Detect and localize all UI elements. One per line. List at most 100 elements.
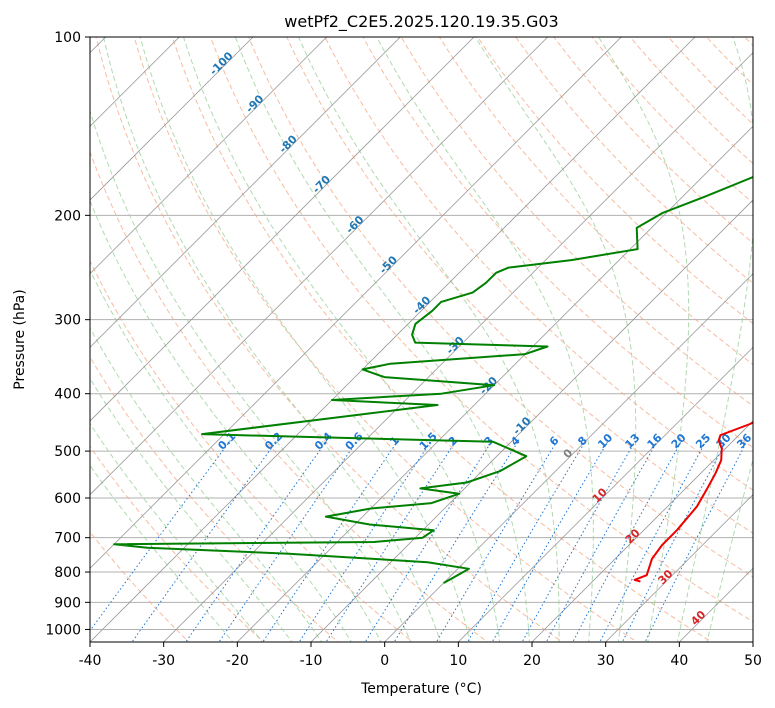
plot-frame — [89, 36, 754, 643]
dry-adiabat-line — [248, 37, 753, 578]
mixing-ratio-line — [521, 440, 637, 642]
moist-adiabat-line — [90, 199, 382, 642]
dry-adiabat-line — [90, 531, 190, 642]
isotherm-line — [90, 37, 254, 201]
x-axis-ticks: -40 -30 -20 -10 0 10 20 30 40 50 — [79, 642, 762, 669]
dry-adiabat-line — [438, 37, 753, 366]
y-tick-label: 1000 — [45, 622, 81, 638]
y-tick-label: 400 — [54, 387, 81, 403]
dry-adiabat-line — [705, 37, 753, 86]
chart-title: wetPf2_C2E5.2025.120.19.35.G03 — [284, 12, 558, 32]
moist-adiabat-line — [102, 37, 441, 642]
moist-adiabat-line — [90, 422, 264, 642]
x-axis-label: Temperature (°C) — [360, 681, 482, 697]
isotherms — [90, 37, 753, 642]
moist-adiabat-line — [597, 37, 690, 642]
isotherm-line — [90, 37, 696, 642]
plot-area: -100-90-80-70-60-50-40-30-20-10010203040… — [90, 24, 775, 645]
line-value-label: 20 — [623, 526, 643, 546]
mixing-ratio-line — [185, 440, 328, 642]
mixing-ratio-line — [393, 440, 520, 642]
isotherm-line — [90, 37, 549, 496]
dry-adiabat-line — [324, 37, 753, 491]
y-tick-label: 100 — [54, 30, 81, 46]
pressure-gridlines — [90, 37, 753, 630]
dry-adiabat-line — [90, 150, 489, 642]
y-tick-label: 200 — [54, 208, 81, 224]
y-axis-label: Pressure (hPa) — [12, 289, 28, 389]
sounding-profiles — [113, 175, 753, 584]
dry-adiabat-line — [477, 37, 753, 325]
dry-adiabat-line — [400, 37, 753, 407]
dry-adiabat-line — [744, 37, 753, 47]
isotherm-line — [457, 346, 753, 642]
dry-adiabat-line — [95, 37, 564, 642]
dry-adiabat-line — [286, 37, 753, 534]
line-value-label: 16 — [645, 431, 665, 451]
x-tick-label: 10 — [449, 653, 467, 669]
moist-adiabat-line — [90, 464, 234, 642]
moist-adiabat-line — [90, 269, 352, 642]
dry-adiabat-line — [629, 37, 753, 165]
isotherm-line — [752, 641, 753, 642]
isotherm-line — [90, 37, 475, 422]
line-value-label: 40 — [688, 608, 708, 628]
dry-adiabat-line — [90, 259, 414, 642]
y-tick-label: 500 — [54, 444, 81, 460]
y-tick-label: 900 — [54, 595, 81, 611]
line-value-label: -90 — [243, 92, 266, 115]
dry-adiabat-line — [171, 37, 713, 642]
dry-adiabat-line — [770, 24, 775, 645]
mixing-ratio-line — [572, 440, 683, 642]
mixing-ratio-line — [131, 440, 278, 642]
y-axis-ticks: 100 200 300 400 500 600 700 800 900 1000 — [45, 30, 90, 638]
y-tick-label: 600 — [54, 491, 81, 507]
dry-adiabat-line — [591, 37, 753, 204]
mixing-ratio-line — [466, 440, 587, 642]
mixing-ratio-line — [364, 440, 493, 642]
moist-adiabat-line — [706, 457, 753, 642]
y-tick-label: 300 — [54, 313, 81, 329]
isotherm-line — [678, 567, 753, 642]
x-tick-label: 40 — [670, 653, 688, 669]
x-tick-label: 20 — [523, 653, 541, 669]
dewpoint-profile-line — [113, 175, 753, 584]
dry-adiabats — [90, 24, 775, 645]
dry-adiabat-line — [362, 37, 753, 449]
line-value-label: 13 — [622, 431, 642, 451]
line-value-label: 10 — [590, 485, 610, 505]
line-value-label: -60 — [343, 213, 366, 236]
moist-adiabats — [90, 37, 753, 642]
isotherm-line — [90, 37, 622, 569]
mixing-ratio-line — [325, 440, 457, 642]
moist-adiabat-line — [182, 37, 501, 642]
mixing-ratio-line — [435, 440, 558, 642]
x-tick-label: -40 — [79, 653, 102, 669]
mixing-ratio-line — [545, 440, 659, 642]
line-value-label: 1 — [387, 434, 402, 449]
x-tick-label: 30 — [597, 653, 615, 669]
dry-adiabat-line — [667, 37, 753, 125]
temperature-profile-line — [633, 421, 753, 583]
x-tick-label: 50 — [744, 653, 762, 669]
line-value-label: -70 — [310, 173, 333, 196]
isotherm-line — [310, 199, 753, 642]
x-tick-label: -30 — [152, 653, 175, 669]
moist-adiabat-line — [234, 37, 530, 642]
isotherm-line — [163, 52, 753, 642]
line-value-label: -30 — [444, 334, 467, 357]
x-tick-label: 0 — [380, 653, 389, 669]
moist-adiabat-line — [90, 109, 412, 642]
line-value-label: 6 — [547, 434, 562, 449]
dry-adiabat-line — [209, 37, 753, 623]
mixing-ratio-line — [298, 440, 432, 642]
y-tick-label: 700 — [54, 531, 81, 547]
moist-adiabat-line — [376, 37, 594, 642]
isotherm-line — [605, 494, 753, 642]
line-value-label: -100 — [207, 49, 236, 78]
line-value-label: 0.4 — [312, 429, 335, 452]
mixing-ratio-lines — [90, 440, 748, 642]
dry-adiabat-line — [515, 37, 753, 284]
dry-adiabat-line — [133, 37, 638, 642]
isotherm-line — [384, 273, 753, 642]
